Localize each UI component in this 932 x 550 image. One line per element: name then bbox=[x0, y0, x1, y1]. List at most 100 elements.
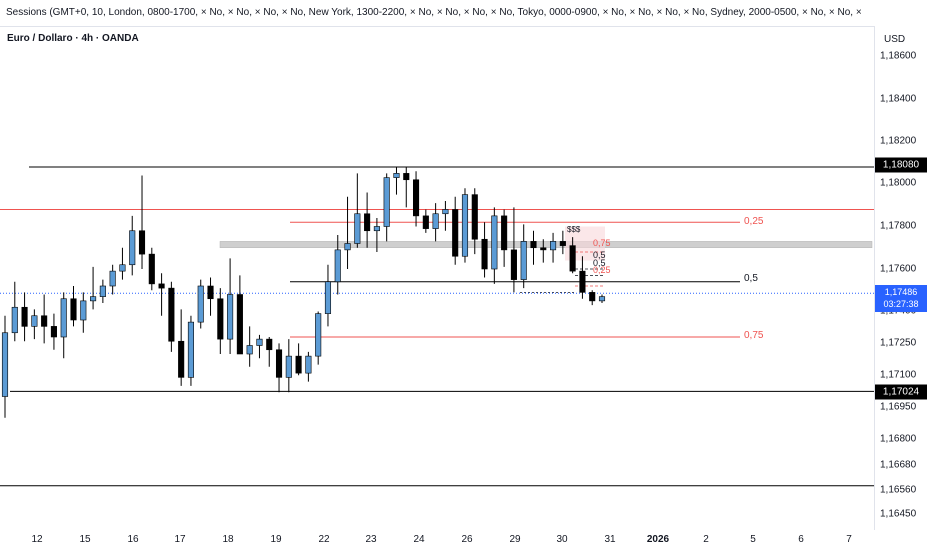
level-price-label[interactable]: 1,18080 bbox=[875, 157, 927, 173]
date-label: 2 bbox=[703, 534, 709, 545]
date-label: 17 bbox=[174, 534, 186, 545]
small-fib-label-025: 0,25 bbox=[593, 265, 611, 275]
candle bbox=[442, 201, 449, 231]
candle bbox=[275, 343, 283, 393]
date-label: 24 bbox=[413, 534, 425, 545]
small-fib-label-05: 0,5 bbox=[593, 250, 606, 260]
liquidity-tags: $$$ bbox=[567, 225, 581, 234]
candle bbox=[207, 277, 214, 316]
candle-body bbox=[99, 285, 106, 297]
candle bbox=[432, 203, 439, 242]
candle bbox=[236, 275, 243, 355]
year-label: 2026 bbox=[646, 534, 670, 545]
small-fib-label-075: 0,75 bbox=[593, 238, 611, 248]
candle-body bbox=[305, 355, 312, 374]
candle-body bbox=[589, 292, 596, 302]
candle bbox=[168, 281, 175, 352]
candle bbox=[579, 256, 586, 299]
candle bbox=[501, 209, 508, 267]
candle-body bbox=[481, 238, 488, 270]
price-tick: 1,17600 bbox=[880, 263, 917, 275]
candle-body bbox=[403, 173, 410, 181]
price-tick: 1,17100 bbox=[880, 369, 917, 381]
candle bbox=[324, 264, 332, 327]
candle-body bbox=[315, 313, 322, 357]
date-label: 18 bbox=[222, 534, 234, 545]
candle-body bbox=[178, 340, 185, 378]
candle-body bbox=[31, 315, 38, 327]
candle-body bbox=[579, 270, 586, 293]
candle bbox=[383, 173, 390, 242]
candle-body bbox=[11, 306, 18, 334]
candle-body bbox=[41, 315, 48, 327]
candle bbox=[197, 279, 204, 329]
level-price-label[interactable]: 1,17024 bbox=[875, 384, 927, 400]
candle bbox=[334, 235, 341, 295]
candle-body bbox=[550, 241, 557, 251]
candle bbox=[285, 339, 292, 393]
date-label: 19 bbox=[270, 534, 282, 545]
candle bbox=[550, 232, 557, 263]
bar-countdown: 03:27:38 bbox=[883, 299, 919, 309]
candle bbox=[315, 311, 322, 365]
candle bbox=[461, 188, 469, 263]
date-label: 7 bbox=[846, 534, 852, 545]
candle-body bbox=[50, 326, 57, 338]
candle-body bbox=[1, 332, 9, 397]
currency-label[interactable]: USD bbox=[884, 34, 906, 45]
small-fib-label-035: 0,5 bbox=[593, 258, 606, 268]
candle-body bbox=[168, 287, 175, 342]
candle-body bbox=[246, 345, 253, 355]
fib-level-label-05: 0,5 bbox=[744, 273, 758, 284]
candle-body bbox=[540, 247, 547, 251]
candle bbox=[31, 309, 38, 340]
candle-body bbox=[471, 194, 478, 240]
candle-body bbox=[364, 213, 371, 232]
candle bbox=[569, 237, 576, 274]
candle bbox=[148, 247, 155, 291]
candle-body bbox=[344, 243, 351, 251]
candle bbox=[422, 209, 429, 233]
header-divider bbox=[0, 26, 874, 27]
date-label: 5 bbox=[750, 534, 756, 545]
date-label: 15 bbox=[79, 534, 91, 545]
candle bbox=[217, 288, 224, 354]
candle-body bbox=[148, 253, 155, 285]
candle-body bbox=[80, 300, 87, 321]
symbol-title[interactable]: Euro / Dollaro · 4h · OANDA bbox=[7, 33, 139, 44]
candle-body bbox=[510, 249, 517, 280]
candle-body bbox=[442, 209, 449, 215]
current-price-label[interactable]: 1,17486 03:27:38 bbox=[875, 285, 927, 312]
candle-body bbox=[461, 194, 469, 257]
candle bbox=[60, 292, 67, 359]
candle bbox=[452, 196, 459, 265]
candle-body bbox=[217, 298, 224, 340]
candle-body bbox=[432, 213, 439, 229]
candle-body bbox=[138, 230, 146, 255]
candle bbox=[364, 192, 371, 248]
candle bbox=[412, 171, 420, 227]
price-tick: 1,16450 bbox=[880, 508, 917, 520]
candle bbox=[129, 215, 136, 276]
candle bbox=[80, 292, 87, 333]
price-tick: 1,18600 bbox=[880, 50, 917, 62]
price-tick: 1,16680 bbox=[880, 459, 917, 471]
chart-plot-area[interactable] bbox=[0, 27, 874, 530]
price-tick: 1,18000 bbox=[880, 177, 917, 189]
candle bbox=[520, 224, 527, 289]
candle-body bbox=[256, 338, 263, 346]
candle bbox=[266, 337, 273, 367]
candle-body bbox=[501, 215, 508, 251]
candle-body bbox=[569, 245, 576, 272]
candle bbox=[471, 188, 478, 255]
candle bbox=[41, 294, 48, 344]
candle-body bbox=[119, 264, 126, 272]
candle bbox=[70, 286, 77, 327]
sessions-indicator-label[interactable]: Sessions (GMT+0, 10, London, 0800-1700, … bbox=[6, 7, 862, 18]
candle bbox=[373, 218, 380, 252]
candle bbox=[354, 173, 361, 248]
candle-body bbox=[354, 213, 361, 244]
candle bbox=[481, 222, 488, 278]
date-label: 31 bbox=[604, 534, 616, 545]
candle-body bbox=[21, 306, 28, 327]
